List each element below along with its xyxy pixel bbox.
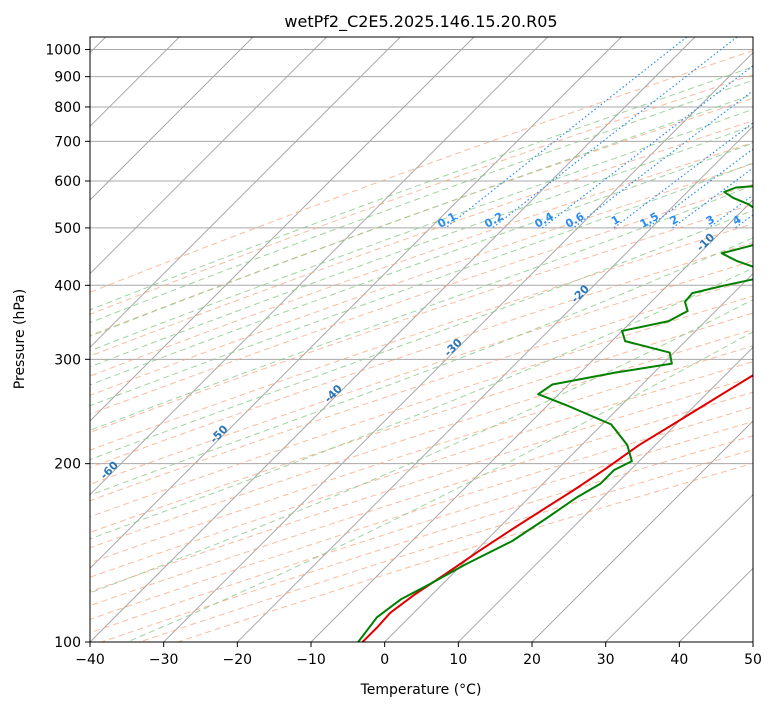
x-tick-label: −10 [296,652,326,668]
moist-adiabat-line [90,184,753,431]
y-tick-label: 800 [54,100,81,116]
isotherm-line [531,420,753,642]
x-tick-label: 50 [744,652,762,668]
dry-adiabat-line [90,329,753,549]
x-axis-title: Temperature (°C) [360,682,482,698]
x-tick-label: −20 [223,652,253,668]
moist-adiabat-line [90,267,753,540]
background-lines [90,37,753,642]
isotherm-line [90,37,254,201]
y-axis: 100 200 300 400 500 600 700 800 900 1000 [45,43,90,651]
isotherm-line [310,199,753,642]
plot-background [90,37,753,642]
y-tick-label: 900 [54,70,81,86]
isotherm-line [752,641,753,642]
y-tick-label: 300 [54,352,81,368]
y-tick-label: 100 [54,635,81,651]
moist-adiabat-line [90,142,753,386]
x-tick-label: 30 [597,652,615,668]
x-tick-label: −40 [75,652,105,668]
mixing-ratio-line [613,122,753,229]
isotherm-line [384,272,753,642]
x-tick-label: 10 [449,652,467,668]
x-axis: −40 −30 −20 −10 0 10 20 30 40 50 [75,642,762,668]
isotherm-line [605,493,753,642]
dry-adiabat-line [90,74,753,315]
isotherm-line [90,37,549,496]
x-tick-label: −30 [149,652,179,668]
y-tick-label: 200 [54,457,81,473]
y-tick-label: 400 [54,278,81,294]
isotherm-line [163,51,753,642]
y-tick-label: 1000 [45,43,81,59]
x-tick-label: 40 [670,652,688,668]
dry-adiabat-line [90,50,753,293]
mixing-ratio-line [445,37,688,229]
dry-adiabat-line [90,183,753,415]
y-axis-title: Pressure (hPa) [12,289,28,389]
dry-adiabat-line [90,241,753,469]
plot-frame [89,36,754,643]
dry-adiabat-line [90,391,753,607]
isotherm-line [90,37,328,275]
x-tick-label: 20 [523,652,541,668]
y-tick-label: 500 [54,221,81,237]
moist-adiabat-line [90,66,753,311]
moist-adiabat-line [90,79,753,324]
isotherm-line [457,346,753,642]
moist-adiabat-line [90,237,753,496]
isotherm-line [90,37,622,570]
chart-title: wetPf2_C2E5.2025.146.15.20.R05 [284,12,557,32]
isotherm-line [236,125,753,642]
y-tick-label: 700 [54,134,81,150]
moist-adiabat-line [90,93,753,337]
dry-adiabat-line [90,278,753,502]
isotherm-line [90,37,475,422]
mixing-ratio-line [542,65,753,229]
moist-adiabat-line [90,299,753,594]
moist-adiabat-line [90,162,753,407]
y-tick-label: 600 [54,174,81,190]
dry-adiabat-line [90,295,753,518]
isotherm-line [90,37,401,349]
series-layer [357,185,753,642]
dry-adiabat-line [90,203,753,433]
temperature-profile-line [361,374,753,642]
isotherm-line [90,37,696,642]
x-tick-label: 0 [380,652,389,668]
mixing-ratio-line [492,37,739,229]
dewpoint-profile-line [357,185,753,642]
